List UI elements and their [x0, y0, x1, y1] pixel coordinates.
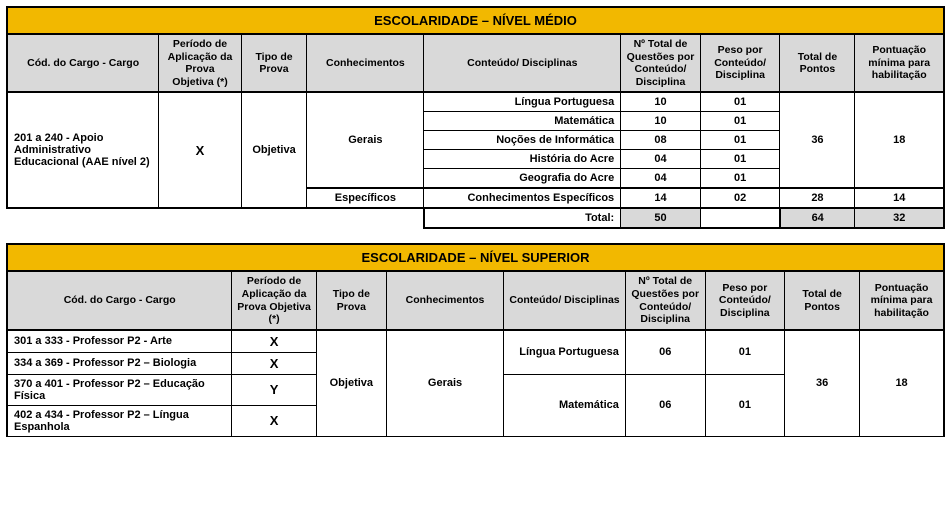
col-periodo: Período de Aplicação da Prova Objetiva (…: [159, 34, 241, 92]
t2-job3-period: X: [232, 405, 316, 436]
q-lp: 10: [621, 92, 701, 112]
t2-disc-mat: Matemática: [504, 374, 626, 436]
t2-tipo: Objetiva: [316, 330, 386, 437]
t2-job1-period: X: [232, 352, 316, 374]
disc-hist: História do Acre: [424, 150, 621, 169]
table1-title: ESCOLARIDADE – NÍVEL MÉDIO: [7, 7, 944, 34]
t2-q-lp: 06: [625, 330, 705, 375]
t2-job3: 402 a 434 - Professor P2 – Língua Espanh…: [7, 405, 232, 436]
subtotal-min-gerais: 18: [855, 92, 944, 188]
q-geo: 04: [621, 169, 701, 189]
t2-job0-period: X: [232, 330, 316, 353]
col-conhecimentos: Conhecimentos: [307, 34, 424, 92]
t2-job0: 301 a 333 - Professor P2 - Arte: [7, 330, 232, 353]
q-hist: 04: [621, 150, 701, 169]
t2-col-cargo: Cód. do Cargo - Cargo: [7, 271, 232, 329]
col-tipo: Tipo de Prova: [241, 34, 307, 92]
disc-ce: Conhecimentos Específicos: [424, 188, 621, 208]
col-peso: Peso por Conteúdo/ Disciplina: [700, 34, 780, 92]
t2-job1: 334 a 369 - Professor P2 – Biologia: [7, 352, 232, 374]
t2-job2-period: Y: [232, 374, 316, 405]
t2-subtotal-min: 18: [860, 330, 944, 437]
t2-subtotal-pts: 36: [785, 330, 860, 437]
col-questoes: Nº Total de Questões por Conteúdo/ Disci…: [621, 34, 701, 92]
cargo-cell: 201 a 240 - Apoio Administrativo Educaci…: [7, 92, 159, 208]
t2-col-conteudo: Conteúdo/ Disciplinas: [504, 271, 626, 329]
disc-info: Noções de Informática: [424, 131, 621, 150]
total-points: 64: [780, 208, 855, 228]
disc-geo: Geografia do Acre: [424, 169, 621, 189]
col-cargo: Cód. do Cargo - Cargo: [7, 34, 159, 92]
tipo-cell: Objetiva: [241, 92, 307, 208]
table-nivel-superior: ESCOLARIDADE – NÍVEL SUPERIOR Cód. do Ca…: [6, 243, 945, 436]
q-ce: 14: [621, 188, 701, 208]
subtotal-min-espec: 14: [855, 188, 944, 208]
t2-disc-lp: Língua Portuguesa: [504, 330, 626, 375]
conhecimentos-especificos: Específicos: [307, 188, 424, 208]
w-hist: 01: [700, 150, 780, 169]
subtotal-pts-espec: 28: [780, 188, 855, 208]
w-lp: 01: [700, 92, 780, 112]
total-weight-blank: [700, 208, 780, 228]
periodo-cell: X: [159, 92, 241, 208]
w-geo: 01: [700, 169, 780, 189]
t2-job2: 370 a 401 - Professor P2 – Educação Físi…: [7, 374, 232, 405]
t2-col-periodo: Período de Aplicação da Prova Objetiva (…: [232, 271, 316, 329]
q-mat: 10: [621, 112, 701, 131]
t2-col-pontuacao-min: Pontuação mínima para habilitação: [860, 271, 944, 329]
t2-col-questoes: Nº Total de Questões por Conteúdo/ Disci…: [625, 271, 705, 329]
col-conteudo: Conteúdo/ Disciplinas: [424, 34, 621, 92]
total-questions: 50: [621, 208, 701, 228]
t2-w-lp: 01: [705, 330, 785, 375]
disc-lp: Língua Portuguesa: [424, 92, 621, 112]
table2-title: ESCOLARIDADE – NÍVEL SUPERIOR: [7, 244, 944, 271]
t2-col-peso: Peso por Conteúdo/ Disciplina: [705, 271, 785, 329]
t2-col-conhecimentos: Conhecimentos: [386, 271, 503, 329]
disc-mat: Matemática: [424, 112, 621, 131]
w-ce: 02: [700, 188, 780, 208]
col-total-pontos: Total de Pontos: [780, 34, 855, 92]
total-min: 32: [855, 208, 944, 228]
q-info: 08: [621, 131, 701, 150]
subtotal-pts-gerais: 36: [780, 92, 855, 188]
t2-conhecimentos: Gerais: [386, 330, 503, 437]
t2-col-total-pontos: Total de Pontos: [785, 271, 860, 329]
col-pontuacao-min: Pontuação mínima para habilitação: [855, 34, 944, 92]
w-info: 01: [700, 131, 780, 150]
table-nivel-medio: ESCOLARIDADE – NÍVEL MÉDIO Cód. do Cargo…: [6, 6, 945, 229]
total-label: Total:: [424, 208, 621, 228]
conhecimentos-gerais: Gerais: [307, 92, 424, 188]
t2-w-mat: 01: [705, 374, 785, 436]
w-mat: 01: [700, 112, 780, 131]
t2-q-mat: 06: [625, 374, 705, 436]
t2-col-tipo: Tipo de Prova: [316, 271, 386, 329]
